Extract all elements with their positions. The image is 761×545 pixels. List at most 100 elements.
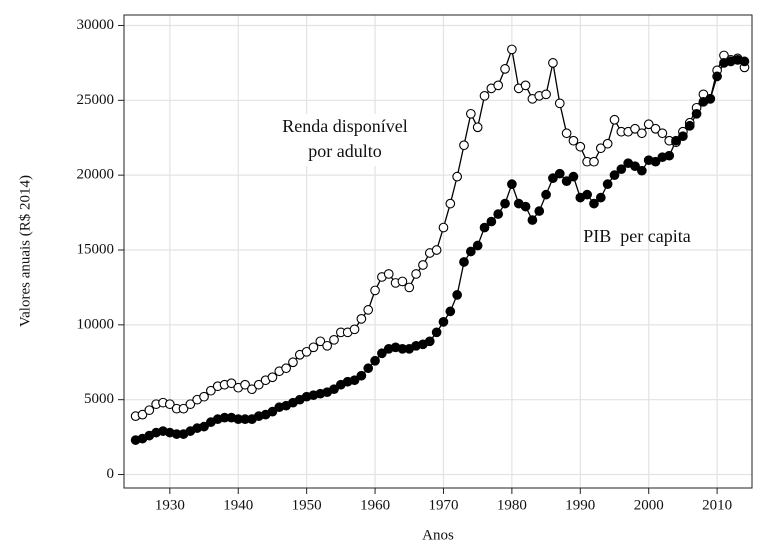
- data-point: [363, 363, 374, 374]
- data-point: [322, 340, 333, 351]
- data-point: [459, 140, 469, 151]
- x-tick-label: 1950: [292, 497, 322, 513]
- y-tick-label: 10000: [77, 316, 115, 332]
- data-point: [595, 192, 606, 203]
- data-point: [684, 120, 695, 131]
- data-point: [424, 336, 435, 347]
- data-point: [657, 128, 668, 139]
- plot-frame: [123, 14, 753, 489]
- data-point: [199, 421, 209, 432]
- data-point: [383, 269, 394, 279]
- data-point: [370, 285, 380, 296]
- data-point: [240, 379, 250, 390]
- data-point: [363, 305, 374, 315]
- data-point: [356, 314, 367, 324]
- data-point: [548, 173, 558, 184]
- data-point: [541, 89, 551, 100]
- data-point: [370, 355, 380, 366]
- data-point: [404, 282, 415, 293]
- data-point: [329, 384, 339, 395]
- data-point: [144, 405, 155, 416]
- data-point: [589, 198, 599, 209]
- data-point: [472, 122, 483, 133]
- data-point: [164, 399, 175, 410]
- data-point: [664, 150, 675, 161]
- data-point: [650, 156, 661, 167]
- annotation: PIB per capita: [583, 226, 690, 246]
- data-point: [308, 342, 319, 353]
- data-point: [493, 80, 504, 91]
- data-point: [438, 222, 449, 233]
- data-point: [691, 108, 702, 119]
- data-point: [199, 391, 209, 402]
- data-point: [609, 114, 620, 125]
- data-point: [561, 128, 572, 139]
- x-tick-label: 1980: [497, 497, 527, 513]
- data-point: [643, 119, 654, 130]
- data-point: [349, 375, 360, 386]
- data-point: [630, 161, 640, 172]
- data-point: [459, 257, 469, 267]
- data-point: [561, 176, 572, 186]
- x-tick-label: 2010: [702, 497, 732, 513]
- data-point: [534, 206, 545, 216]
- data-point: [582, 189, 592, 200]
- data-point: [602, 138, 613, 149]
- data-point: [479, 222, 490, 233]
- x-tick-label: 2000: [634, 497, 664, 513]
- data-point: [397, 276, 408, 287]
- data-point: [356, 370, 367, 381]
- data-point: [554, 168, 565, 179]
- data-point: [630, 123, 640, 134]
- data-point: [329, 334, 339, 345]
- data-point: [418, 260, 428, 270]
- data-point: [568, 171, 579, 182]
- y-axis-label: Valores anuais (R$ 2014): [17, 175, 33, 327]
- data-point: [247, 384, 257, 395]
- x-tick-label: 1940: [223, 497, 253, 513]
- data-point: [226, 378, 237, 389]
- y-tick-label: 5000: [84, 391, 114, 407]
- data-point: [671, 135, 681, 146]
- data-point: [438, 317, 449, 327]
- data-point: [465, 246, 476, 257]
- data-point: [589, 156, 599, 167]
- data-point: [178, 403, 189, 414]
- x-tick-label: 1960: [360, 497, 390, 513]
- data-point: [616, 164, 627, 175]
- data-point: [486, 216, 497, 227]
- data-point: [609, 170, 620, 181]
- x-tick-label: 1970: [428, 497, 458, 513]
- data-point: [452, 171, 463, 182]
- data-point: [705, 93, 716, 104]
- data-point: [185, 399, 196, 410]
- data-point: [137, 409, 148, 420]
- data-point: [595, 143, 606, 154]
- data-point: [253, 379, 264, 390]
- data-point: [445, 198, 456, 209]
- x-tick-label: 1930: [155, 497, 185, 513]
- data-point: [568, 135, 579, 146]
- data-point: [637, 128, 647, 139]
- data-point: [472, 240, 483, 251]
- data-point: [493, 209, 504, 219]
- y-tick-label: 25000: [77, 92, 115, 108]
- data-point: [548, 58, 558, 68]
- data-point: [500, 198, 510, 209]
- y-tick-label: 30000: [77, 17, 115, 33]
- y-tick-label: 15000: [77, 241, 115, 257]
- data-point: [267, 372, 278, 383]
- data-point: [349, 324, 360, 335]
- data-point: [541, 189, 551, 200]
- data-point: [431, 327, 442, 338]
- data-point: [267, 406, 278, 417]
- data-point: [431, 245, 442, 255]
- data-point: [445, 306, 456, 317]
- data-point: [637, 165, 647, 176]
- data-point: [301, 346, 312, 357]
- data-point: [678, 131, 688, 142]
- data-point: [377, 348, 387, 359]
- data-point: [520, 80, 531, 91]
- y-tick-label: 20000: [77, 167, 115, 183]
